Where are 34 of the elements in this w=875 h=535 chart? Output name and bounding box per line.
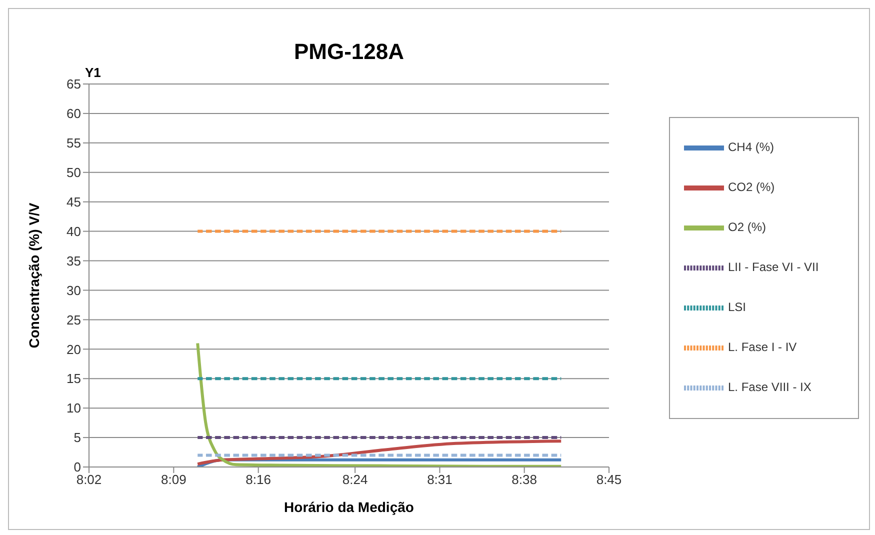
legend-label: CH4 (%) bbox=[728, 140, 774, 154]
y-tick-label: 65 bbox=[66, 76, 81, 92]
y-tick-label: 60 bbox=[66, 106, 81, 122]
y-tick-label: 25 bbox=[66, 312, 81, 328]
y-tick-label: 0 bbox=[74, 460, 81, 475]
y-tick-label: 45 bbox=[66, 194, 81, 210]
x-tick-label: 8:24 bbox=[342, 472, 368, 488]
axis-note: Y1 bbox=[85, 65, 101, 80]
y-axis-title: Concentração (%) V/V bbox=[26, 202, 42, 348]
y-tick-label: 55 bbox=[66, 136, 81, 151]
legend-label: O2 (%) bbox=[728, 220, 766, 234]
y-tick-label: 50 bbox=[66, 165, 81, 180]
x-tick-label: 8:09 bbox=[161, 472, 186, 488]
y-tick-label: 40 bbox=[66, 224, 81, 239]
y-tick-label: 10 bbox=[66, 400, 81, 416]
y-tick-label: 35 bbox=[66, 253, 81, 268]
y-tick-label: 30 bbox=[66, 282, 81, 298]
line-series bbox=[196, 342, 563, 467]
legend-label: L. Fase I - IV bbox=[728, 340, 797, 354]
legend-label: L. Fase VIII - IX bbox=[728, 380, 812, 394]
x-axis-title: Horário da Medição bbox=[284, 499, 414, 515]
legend-label: LSI bbox=[728, 300, 746, 314]
x-tick-label: 8:02 bbox=[76, 472, 102, 488]
x-tick-label: 8:16 bbox=[246, 472, 271, 488]
y-tick-label: 5 bbox=[74, 430, 81, 446]
line-series bbox=[196, 440, 563, 466]
y-tick-label: 15 bbox=[66, 371, 81, 386]
x-tick-label: 8:38 bbox=[512, 472, 537, 488]
x-tick-label: 8:31 bbox=[427, 472, 452, 488]
legend-label: LII - Fase VI - VII bbox=[728, 260, 819, 274]
y-tick-label: 20 bbox=[66, 342, 81, 357]
legend-label: CO2 (%) bbox=[728, 180, 775, 194]
chart-title: PMG-128A bbox=[292, 39, 406, 65]
x-tick-label: 8:45 bbox=[596, 472, 622, 488]
